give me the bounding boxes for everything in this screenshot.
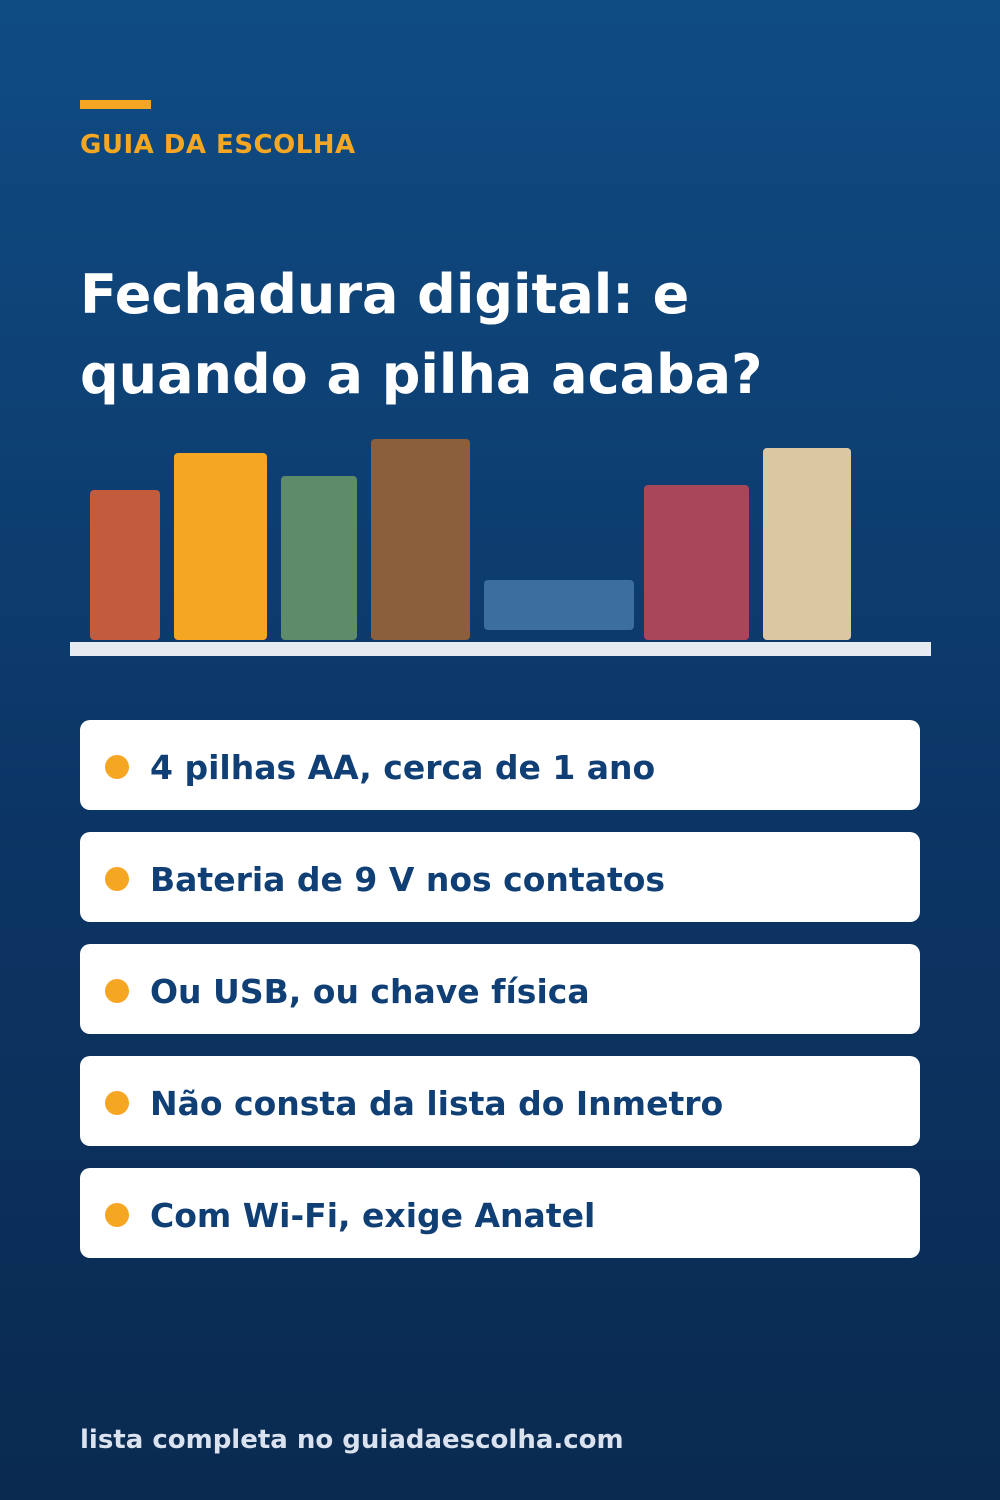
footer-link-text: lista completa no guiadaescolha.com bbox=[80, 1425, 624, 1455]
brand-label: GUIA DA ESCOLHA bbox=[80, 130, 356, 160]
book-2 bbox=[174, 453, 267, 640]
list-item-label: Ou USB, ou chave física bbox=[150, 972, 590, 1011]
book-3 bbox=[281, 476, 357, 640]
title-line-2: quando a pilha acaba? bbox=[80, 343, 763, 406]
book-lying bbox=[484, 580, 634, 630]
title-line-1: Fechadura digital: e bbox=[80, 263, 690, 326]
bullet-dot-icon bbox=[105, 979, 129, 1003]
book-5 bbox=[644, 485, 749, 640]
list-item: 4 pilhas AA, cerca de 1 ano bbox=[80, 720, 920, 810]
page-title: Fechadura digital: e quando a pilha acab… bbox=[80, 255, 940, 415]
list-item: Ou USB, ou chave física bbox=[80, 944, 920, 1034]
list-item: Com Wi-Fi, exige Anatel bbox=[80, 1168, 920, 1258]
list-item-label: Com Wi-Fi, exige Anatel bbox=[150, 1196, 596, 1235]
list-item-label: Não consta da lista do Inmetro bbox=[150, 1084, 724, 1123]
bullet-dot-icon bbox=[105, 1203, 129, 1227]
shelf-board bbox=[70, 642, 931, 656]
list-item-label: Bateria de 9 V nos contatos bbox=[150, 860, 666, 899]
accent-bar bbox=[80, 100, 151, 109]
bullet-dot-icon bbox=[105, 1091, 129, 1115]
list-item: Não consta da lista do Inmetro bbox=[80, 1056, 920, 1146]
feature-list: 4 pilhas AA, cerca de 1 ano Bateria de 9… bbox=[80, 720, 920, 1280]
list-item: Bateria de 9 V nos contatos bbox=[80, 832, 920, 922]
book-4 bbox=[371, 439, 470, 640]
book-1 bbox=[90, 490, 160, 640]
bullet-dot-icon bbox=[105, 755, 129, 779]
book-6 bbox=[763, 448, 851, 640]
list-item-label: 4 pilhas AA, cerca de 1 ano bbox=[150, 748, 656, 787]
bullet-dot-icon bbox=[105, 867, 129, 891]
